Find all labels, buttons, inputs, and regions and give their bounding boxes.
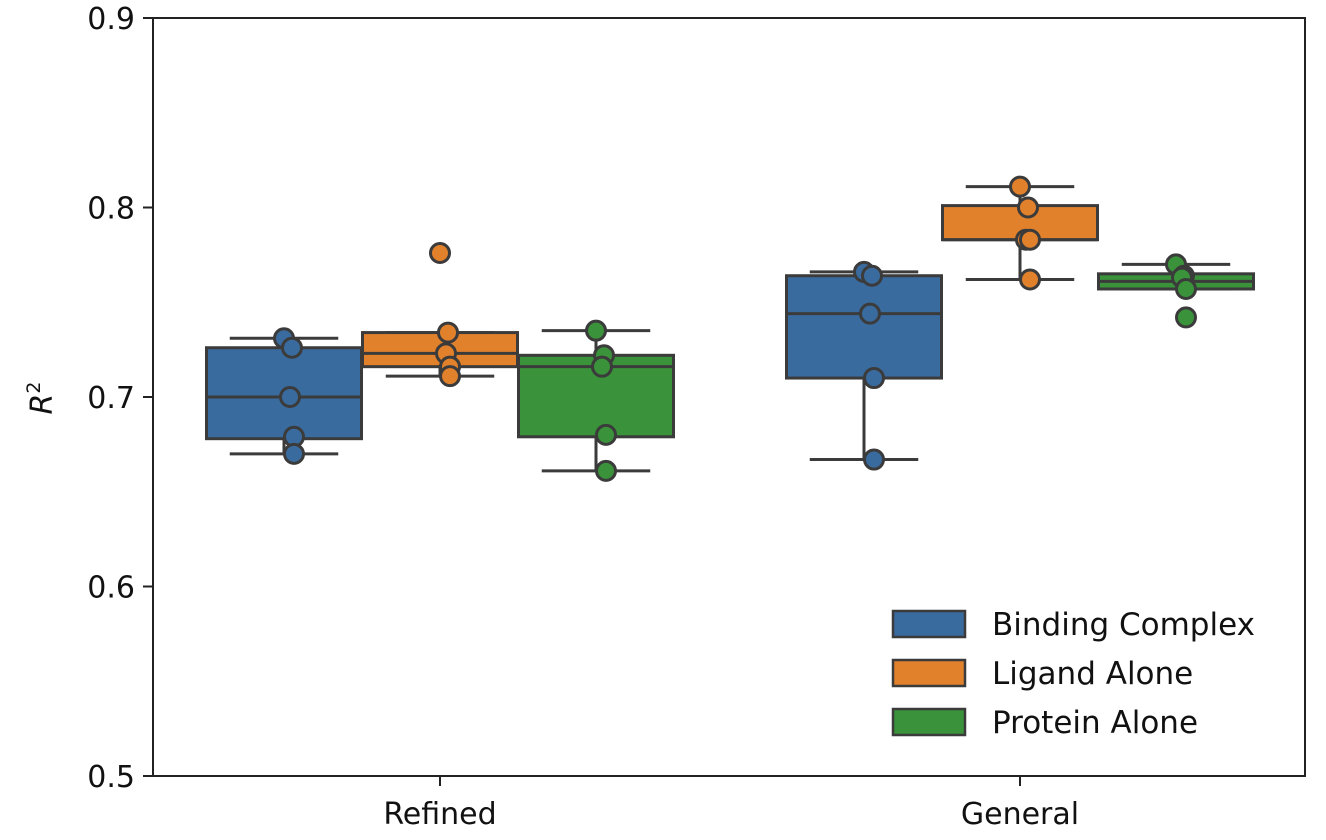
protein-alone-general-point <box>1175 277 1197 300</box>
binding-complex-refined-point <box>283 442 305 465</box>
y-tick-label: 0.9 <box>87 2 135 37</box>
binding-complex-general-point <box>863 448 885 471</box>
legend-swatch-ligand-alone <box>891 658 967 688</box>
y-tick-label: 0.8 <box>87 192 135 227</box>
box-layer <box>205 185 1255 473</box>
binding-complex-general-box <box>785 274 943 380</box>
x-tick-label-refined: Refined <box>383 797 496 832</box>
protein-alone-refined-point <box>585 319 607 342</box>
ligand-alone-general-point <box>1009 175 1031 198</box>
ligand-alone-refined-point <box>437 321 459 344</box>
binding-complex-general-point <box>859 302 881 325</box>
legend-swatch-binding-complex <box>891 609 967 639</box>
ligand-alone-general-point <box>1019 268 1041 291</box>
legend-label-protein-alone: Protein Alone <box>992 705 1198 741</box>
ligand-alone-general-point <box>1019 228 1041 251</box>
protein-alone-general-point <box>1175 306 1197 329</box>
x-tick-label-general: General <box>961 797 1079 832</box>
binding-complex-refined-point <box>279 386 301 408</box>
y-tick-label: 0.5 <box>87 760 135 795</box>
y-axis-title-superscript: 2 <box>23 382 45 394</box>
binding-complex-general-point <box>861 264 883 287</box>
ligand-alone-refined-point <box>429 241 451 264</box>
legend: Binding Complex Ligand Alone Protein Alone <box>891 607 1255 741</box>
legend-swatch-protein-alone <box>891 707 967 737</box>
y-axis-title: R2 <box>23 382 60 415</box>
axes-layer: 0.5 0.6 0.7 0.8 0.9 Refined General <box>87 2 1306 832</box>
legend-label-ligand-alone: Ligand Alone <box>992 656 1193 692</box>
point-layer <box>273 175 1197 482</box>
y-axis-title-base: R <box>25 394 60 415</box>
ligand-alone-general-point <box>1017 196 1039 219</box>
binding-complex-refined-point <box>281 336 303 359</box>
protein-alone-refined-point <box>595 423 617 446</box>
y-tick-label: 0.7 <box>87 381 135 416</box>
y-tick-label: 0.6 <box>87 571 135 606</box>
legend-label-binding-complex: Binding Complex <box>992 607 1255 643</box>
protein-alone-refined-point <box>591 355 613 378</box>
ligand-alone-refined-point <box>439 365 461 388</box>
binding-complex-general-point <box>863 367 885 390</box>
protein-alone-refined-point <box>595 459 617 482</box>
